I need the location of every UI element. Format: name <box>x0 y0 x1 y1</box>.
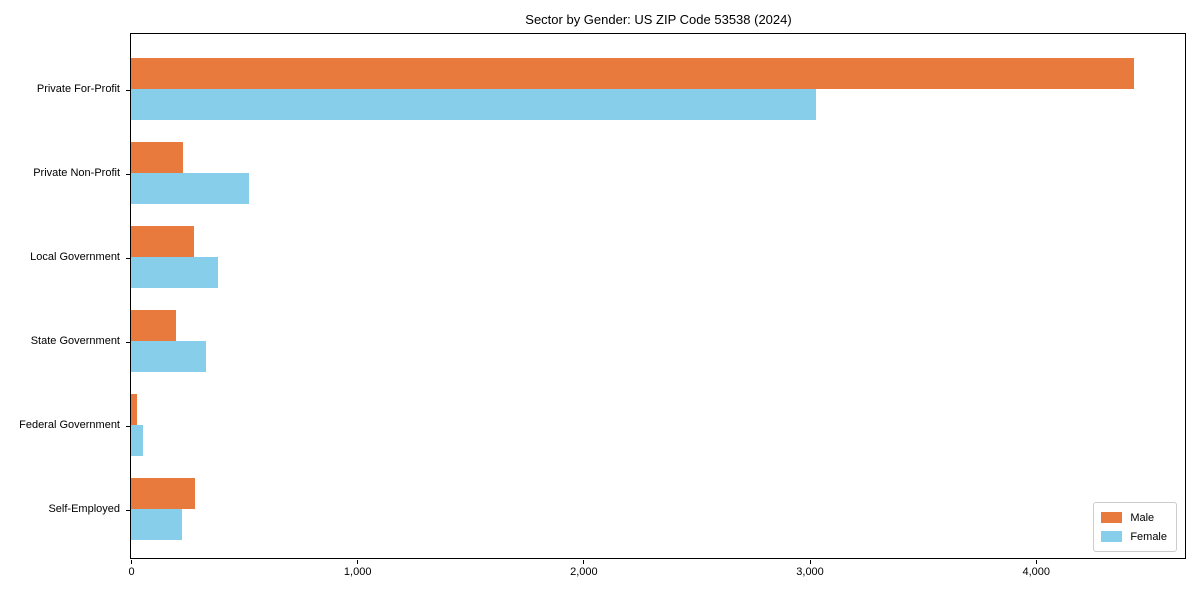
bar-male-federal-government <box>131 394 137 425</box>
x-tick-mark <box>1035 560 1037 564</box>
x-tick-label-0: 0 <box>128 566 135 578</box>
x-tick-label-1000: 1,000 <box>343 566 372 578</box>
y-tick-mark <box>126 509 130 511</box>
x-tick-mark <box>131 560 132 564</box>
legend-swatch-female <box>1101 531 1123 542</box>
bar-female-local-government <box>131 257 218 288</box>
bar-female-federal-government <box>131 425 143 456</box>
y-tick-label-local-government: Local Government <box>30 250 120 263</box>
chart-title: Sector by Gender: US ZIP Code 53538 (202… <box>525 12 792 27</box>
legend-label-female: Female <box>1130 530 1167 543</box>
bar-male-state-government <box>131 310 176 341</box>
y-tick-mark <box>126 257 130 259</box>
x-tick-mark <box>583 560 585 564</box>
y-tick-mark <box>126 341 130 343</box>
y-tick-label-private-for-profit: Private For-Profit <box>36 82 120 95</box>
bar-male-local-government <box>131 226 194 257</box>
y-tick-label-state-government: State Government <box>30 334 120 347</box>
x-tick-mark <box>357 560 359 564</box>
y-tick-mark <box>126 89 130 91</box>
y-tick-label-federal-government: Federal Government <box>19 418 120 431</box>
x-tick-label-4000: 4,000 <box>1022 566 1050 578</box>
legend-entry-male: Male <box>1101 508 1167 527</box>
legend-swatch-male <box>1101 512 1123 523</box>
bar-female-private-non-profit <box>131 173 249 204</box>
y-tick-label-self-employed: Self-Employed <box>48 502 120 515</box>
bar-female-self-employed <box>131 509 182 540</box>
y-tick-mark <box>126 425 130 427</box>
legend: Male Female <box>1093 502 1177 552</box>
x-tick-label-3000: 3,000 <box>796 566 824 578</box>
bar-female-state-government <box>131 341 206 372</box>
bar-male-self-employed <box>131 478 195 509</box>
y-tick-label-private-non-profit: Private Non-Profit <box>33 166 120 179</box>
x-tick-mark <box>809 560 811 564</box>
bar-male-private-non-profit <box>131 142 183 173</box>
bar-female-private-for-profit <box>131 89 816 120</box>
plot-area: Male Female <box>130 33 1186 559</box>
legend-label-male: Male <box>1130 511 1155 524</box>
y-tick-mark <box>126 173 130 175</box>
x-tick-label-2000: 2,000 <box>570 566 598 578</box>
bar-male-private-for-profit <box>131 58 1134 89</box>
legend-entry-female: Female <box>1101 527 1167 546</box>
